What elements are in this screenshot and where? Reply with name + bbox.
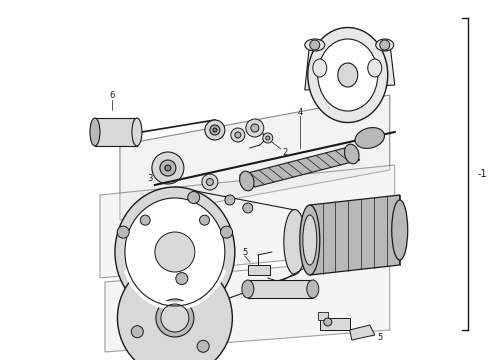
Ellipse shape [284,210,306,275]
Bar [248,265,270,275]
Circle shape [380,40,390,50]
Circle shape [131,326,143,338]
Ellipse shape [125,198,225,306]
Ellipse shape [160,160,176,176]
Ellipse shape [235,132,241,138]
Ellipse shape [152,152,184,184]
Polygon shape [105,258,390,352]
Text: -1: -1 [478,169,488,179]
Ellipse shape [305,39,325,51]
Ellipse shape [240,171,254,191]
Polygon shape [350,325,375,340]
Ellipse shape [313,59,327,77]
Polygon shape [120,95,390,220]
Circle shape [199,215,210,225]
Polygon shape [95,118,137,146]
Ellipse shape [213,128,217,132]
Ellipse shape [308,27,388,122]
Circle shape [188,192,200,203]
Circle shape [197,340,209,352]
Ellipse shape [206,179,213,185]
Ellipse shape [118,259,232,360]
Circle shape [140,215,150,225]
Circle shape [161,304,189,332]
Ellipse shape [242,280,254,298]
Circle shape [324,318,332,326]
Ellipse shape [266,136,270,140]
Ellipse shape [115,187,235,317]
Ellipse shape [90,118,100,146]
Ellipse shape [300,205,320,275]
Ellipse shape [376,39,394,51]
Circle shape [117,226,129,238]
Ellipse shape [318,39,378,111]
Ellipse shape [355,127,385,148]
Ellipse shape [303,215,317,265]
Ellipse shape [307,280,319,298]
Text: 5: 5 [242,248,247,257]
Ellipse shape [368,59,382,77]
Circle shape [155,232,195,272]
Ellipse shape [251,124,259,132]
Text: 6: 6 [109,90,115,99]
Text: 2: 2 [282,148,288,157]
Text: 3: 3 [147,174,152,183]
Ellipse shape [156,299,194,337]
Polygon shape [310,195,400,275]
Bar [320,318,350,330]
Circle shape [220,226,233,238]
Ellipse shape [392,200,408,260]
Ellipse shape [231,128,245,142]
Ellipse shape [202,174,218,190]
Polygon shape [305,42,395,90]
Circle shape [176,273,188,285]
Ellipse shape [338,63,358,87]
Ellipse shape [210,125,220,135]
Ellipse shape [205,120,225,140]
Polygon shape [100,165,395,278]
Circle shape [243,203,253,213]
Ellipse shape [132,118,142,146]
Ellipse shape [165,165,171,171]
Text: 4: 4 [297,108,302,117]
Circle shape [310,40,320,50]
Polygon shape [240,148,360,187]
Text: 5: 5 [377,333,382,342]
Ellipse shape [344,144,359,164]
Bar [248,280,313,298]
Bar [318,312,328,320]
Circle shape [225,195,235,205]
Ellipse shape [246,119,264,137]
Ellipse shape [263,133,273,143]
